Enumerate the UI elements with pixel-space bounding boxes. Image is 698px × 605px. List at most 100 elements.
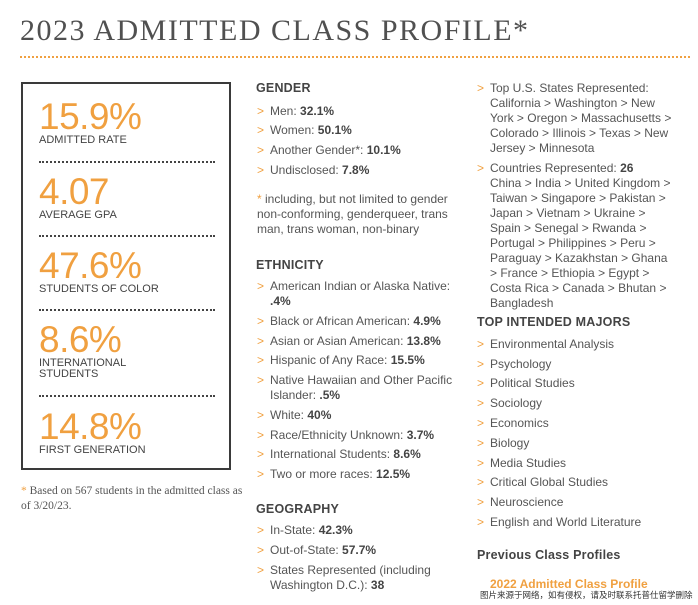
chevron-right-icon: >: [257, 123, 265, 137]
note-text: including, but not limited to gender non…: [257, 192, 448, 236]
stat-admitted-rate: 15.9% ADMITTED RATE: [39, 98, 215, 146]
ethnicity-value: 13.8%: [406, 334, 441, 348]
major-label: English and World Literature: [490, 515, 642, 529]
gender-value: 10.1%: [366, 143, 401, 157]
major-label: Media Studies: [490, 456, 567, 470]
chevron-right-icon: >: [257, 543, 265, 557]
top-states-text: Top U.S. States Represented: California …: [490, 81, 672, 155]
gender-label: Undisclosed:: [270, 163, 343, 177]
ethnicity-item: > International Students: 8.6%: [257, 447, 462, 462]
stat-value: 8.6%: [39, 319, 122, 360]
major-label: Neuroscience: [490, 495, 564, 509]
chevron-right-icon: >: [257, 408, 265, 422]
countries-value: 26: [620, 161, 634, 175]
majors-heading: TOP INTENDED MAJORS: [477, 315, 631, 329]
major-item: > Biology: [477, 436, 677, 451]
major-item: > Neuroscience: [477, 495, 677, 510]
chevron-right-icon: >: [257, 523, 265, 537]
ethnicity-label: White:: [270, 408, 308, 422]
note-star: *: [257, 192, 262, 206]
previous-profiles-heading: Previous Class Profiles: [477, 548, 621, 562]
chevron-right-icon: >: [477, 456, 485, 470]
major-item: > Critical Global Studies: [477, 475, 677, 490]
major-item: > English and World Literature: [477, 515, 677, 530]
chevron-right-icon: >: [257, 563, 265, 577]
ethnicity-item: > Two or more races: 12.5%: [257, 467, 462, 482]
chevron-right-icon: >: [477, 161, 485, 175]
stat-students-of-color: 47.6% STUDENTS OF COLOR: [39, 247, 215, 295]
chevron-right-icon: >: [477, 515, 485, 529]
gender-item: > Undisclosed: 7.8%: [257, 163, 462, 178]
stat-value: 14.8%: [39, 406, 142, 447]
chevron-right-icon: >: [477, 416, 485, 430]
geography-value: 42.3%: [318, 523, 353, 537]
gender-heading: GENDER: [256, 81, 311, 95]
ethnicity-value: .4%: [270, 294, 291, 308]
gender-value: 50.1%: [317, 123, 352, 137]
title-divider: [20, 56, 690, 58]
ethnicity-item: > White: 40%: [257, 408, 462, 423]
stat-divider: [39, 395, 215, 397]
major-label: Psychology: [490, 357, 552, 371]
stat-average-gpa: 4.07 AVERAGE GPA: [39, 173, 215, 221]
ethnicity-value: 4.9%: [413, 314, 441, 328]
major-label: Sociology: [490, 396, 543, 410]
stat-value: 4.07: [39, 171, 110, 212]
ethnicity-label: Hispanic of Any Race:: [270, 353, 391, 367]
stat-label: FIRST GENERATION: [39, 444, 146, 456]
geography-value: 57.7%: [342, 543, 377, 557]
chevron-right-icon: >: [477, 357, 485, 371]
ethnicity-value: 8.6%: [393, 447, 421, 461]
stat-value: 15.9%: [39, 96, 142, 137]
gender-value: 32.1%: [300, 104, 335, 118]
chevron-right-icon: >: [477, 396, 485, 410]
major-label: Economics: [490, 416, 549, 430]
stat-label-line2: STUDENTS: [39, 368, 99, 380]
chevron-right-icon: >: [477, 376, 485, 390]
countries-label: Countries Represented:: [490, 161, 621, 175]
chevron-right-icon: >: [477, 81, 485, 95]
stat-label: STUDENTS OF COLOR: [39, 283, 159, 295]
geography-item: > In-State: 42.3%: [257, 523, 462, 538]
chevron-right-icon: >: [257, 104, 265, 118]
stats-footnote: * Based on 567 students in the admitted …: [21, 484, 243, 514]
gender-note: * including, but not limited to gender n…: [257, 192, 457, 237]
chevron-right-icon: >: [257, 334, 265, 348]
gender-label: Women:: [270, 123, 318, 137]
countries-list: China > India > United Kingdom > Taiwan …: [490, 176, 671, 310]
chevron-right-icon: >: [477, 475, 485, 489]
chevron-right-icon: >: [257, 314, 265, 328]
gender-value: 7.8%: [342, 163, 370, 177]
geography-label: Out-of-State:: [270, 543, 343, 557]
previous-profile-link[interactable]: 2022 Admitted Class Profile: [490, 577, 648, 591]
stats-panel: 15.9% ADMITTED RATE 4.07 AVERAGE GPA 47.…: [21, 82, 231, 470]
ethnicity-label: Race/Ethnicity Unknown:: [270, 428, 407, 442]
footnote-star: *: [21, 485, 27, 497]
ethnicity-label: Native Hawaiian and Other Pacific Island…: [270, 373, 453, 402]
geography-label: States Represented (including Washington…: [270, 563, 431, 592]
ethnicity-item: > Race/Ethnicity Unknown: 3.7%: [257, 428, 462, 443]
major-label: Environmental Analysis: [490, 337, 615, 351]
chevron-right-icon: >: [257, 373, 265, 387]
ethnicity-label: Asian or Asian American:: [270, 334, 407, 348]
stat-divider: [39, 161, 215, 163]
stat-label: ADMITTED RATE: [39, 134, 127, 146]
stat-value: 47.6%: [39, 245, 142, 286]
ethnicity-item: > Hispanic of Any Race: 15.5%: [257, 353, 462, 368]
geography-label: In-State:: [270, 523, 319, 537]
stat-label: AVERAGE GPA: [39, 209, 117, 221]
chevron-right-icon: >: [257, 353, 265, 367]
major-item: > Political Studies: [477, 376, 677, 391]
chevron-right-icon: >: [257, 428, 265, 442]
ethnicity-value: 3.7%: [406, 428, 435, 442]
geography-heading: GEOGRAPHY: [256, 502, 340, 516]
major-item: > Media Studies: [477, 456, 677, 471]
major-item: > Psychology: [477, 357, 677, 372]
ethnicity-value: 40%: [307, 408, 332, 422]
gender-label: Men:: [270, 104, 301, 118]
major-item: > Sociology: [477, 396, 677, 411]
footnote-text: Based on 567 students in the admitted cl…: [21, 485, 243, 512]
ethnicity-label: International Students:: [270, 447, 394, 461]
ethnicity-label: American Indian or Alaska Native:: [270, 279, 451, 293]
stat-label-line1: INTERNATIONAL: [39, 357, 127, 369]
